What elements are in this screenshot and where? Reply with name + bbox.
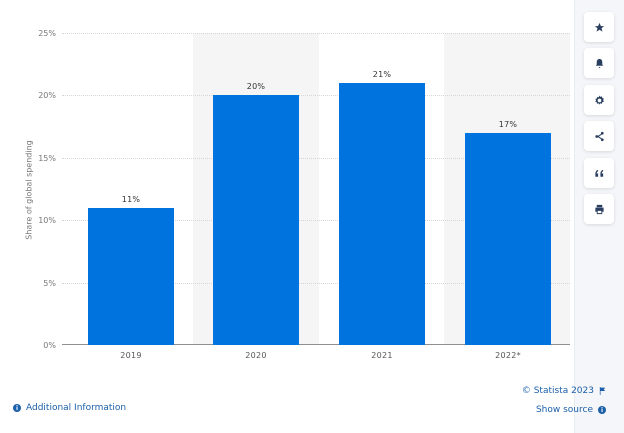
bar-value-label: 20% [246, 82, 266, 91]
gear-icon [594, 94, 604, 105]
bar-2022[interactable] [465, 133, 551, 345]
show-source-link[interactable]: Show source i [536, 405, 606, 415]
settings-button[interactable] [584, 85, 614, 115]
bar-value-label: 17% [498, 120, 518, 129]
gridline [62, 283, 570, 284]
x-tick-2022: 2022* [495, 351, 521, 360]
bar-value-label: 11% [121, 195, 141, 204]
copyright-label: © Statista 2023 [521, 386, 594, 396]
star-icon [594, 22, 604, 32]
flag-icon [599, 387, 606, 395]
gridline [62, 220, 570, 221]
favorite-button[interactable] [584, 12, 614, 42]
gridline [62, 33, 570, 34]
gridline [62, 158, 570, 159]
print-icon [594, 204, 604, 214]
additional-information-link[interactable]: i Additional Information [13, 403, 126, 413]
plot-area: 11% 20% 21% 17% [62, 33, 570, 345]
share-button[interactable] [584, 121, 614, 151]
x-tick-2019: 2019 [120, 351, 142, 360]
x-axis-line [62, 344, 570, 345]
bar-2019[interactable] [88, 208, 174, 345]
y-tick-10: 10% [38, 216, 56, 225]
y-tick-0: 0% [43, 341, 56, 350]
additional-information-label: Additional Information [26, 403, 127, 413]
x-tick-2021: 2021 [371, 351, 393, 360]
info-icon: i [598, 406, 606, 414]
y-tick-5: 5% [43, 279, 56, 288]
gridline [62, 95, 570, 96]
info-icon: i [13, 404, 21, 412]
bar-2020[interactable] [213, 95, 299, 345]
show-source-label: Show source [535, 405, 593, 415]
quote-icon [594, 169, 603, 177]
y-tick-25: 25% [38, 29, 56, 38]
y-tick-15: 15% [38, 154, 56, 163]
bar-2021[interactable] [339, 83, 425, 345]
print-button[interactable] [584, 194, 614, 224]
notification-button[interactable] [584, 48, 614, 78]
bell-icon [595, 58, 603, 68]
x-tick-2020: 2020 [245, 351, 267, 360]
share-icon [594, 131, 604, 141]
y-tick-20: 20% [38, 91, 56, 100]
copyright: © Statista 2023 [522, 386, 606, 396]
cite-button[interactable] [584, 158, 614, 188]
bar-value-label: 21% [372, 70, 392, 79]
